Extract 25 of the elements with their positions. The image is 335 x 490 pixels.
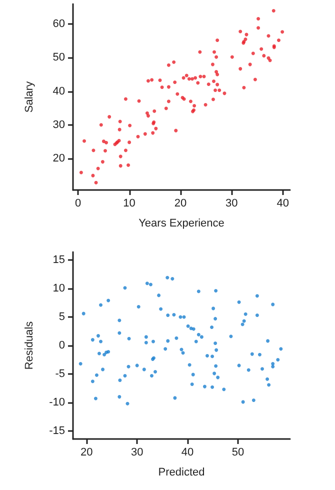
y-axis-title: Residuals: [24, 320, 36, 370]
y-tick-label: 5: [58, 310, 65, 323]
y-tick-label: 30: [52, 118, 65, 131]
y-tick-label: -15: [49, 425, 65, 438]
x-tick-label: 30: [130, 446, 144, 458]
y-tick-label: 0: [58, 340, 65, 352]
x-tick-label: 0: [75, 198, 82, 210]
y-tick-label: 10: [52, 282, 65, 294]
y-tick-label: 60: [52, 18, 65, 30]
y-tick-label: 50: [52, 52, 65, 64]
x-tick-label: 40: [276, 198, 289, 210]
x-tick-label: 30: [226, 198, 238, 210]
x-tick-label: 20: [174, 198, 187, 210]
x-tick-label: 50: [232, 446, 244, 458]
x-tick-label: 20: [80, 446, 93, 458]
y-axis-title: Salary: [24, 80, 36, 113]
x-tick-label: 40: [181, 446, 194, 458]
y-tick-label: -5: [55, 368, 65, 380]
x-tick-label: 10: [123, 198, 136, 210]
y-tick-label: 15: [52, 254, 65, 266]
y-tick-label: 40: [52, 85, 65, 98]
x-axis-title: Predicted: [158, 466, 205, 478]
y-tick-label: -10: [49, 396, 65, 409]
x-axis-title: Years Experience: [138, 218, 224, 230]
y-tick-label: 20: [52, 152, 65, 164]
